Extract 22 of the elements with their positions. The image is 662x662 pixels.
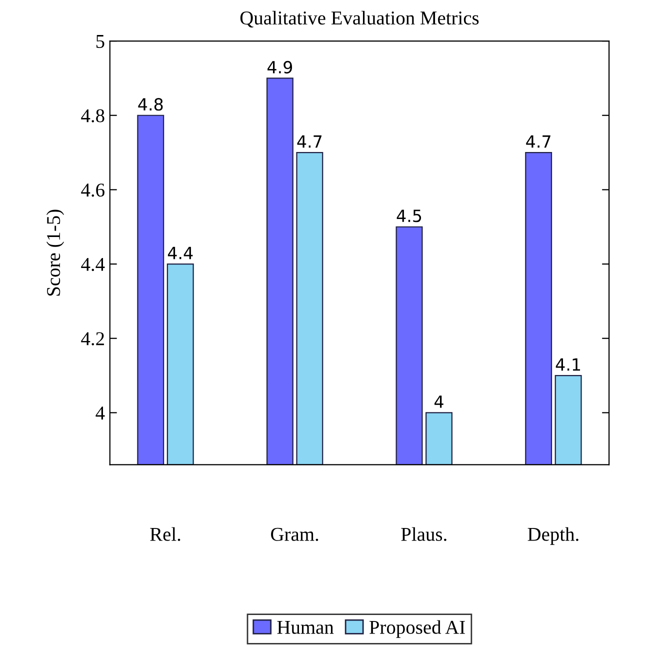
y-tick-label: 4 bbox=[96, 406, 105, 420]
data-label: 4 bbox=[434, 396, 444, 408]
data-label: 4.4 bbox=[168, 246, 193, 260]
y-tick-label: 5 bbox=[96, 35, 104, 48]
data-label: 4.9 bbox=[268, 60, 292, 74]
y-axis-title: Score (1-5) bbox=[46, 210, 64, 296]
legend-label: Human bbox=[277, 620, 334, 634]
data-label: 4.8 bbox=[138, 98, 163, 111]
data-label: 4.7 bbox=[526, 135, 550, 148]
chart-title: Qualitative Evaluation Metrics bbox=[240, 10, 479, 28]
y-tick-label: 4.8 bbox=[81, 109, 104, 122]
x-tick-label: Plaus. bbox=[401, 527, 446, 541]
data-label: 4.1 bbox=[556, 358, 580, 371]
data-label: 4.7 bbox=[297, 135, 322, 148]
legend-label: Proposed AI bbox=[369, 620, 465, 638]
y-tick-label: 4.6 bbox=[81, 184, 104, 197]
x-tick-label: Depth. bbox=[528, 527, 578, 545]
x-tick-label: Rel. bbox=[150, 527, 180, 541]
data-label: 4.5 bbox=[396, 210, 422, 222]
x-tick-label: Gram. bbox=[271, 528, 318, 541]
y-tick-label: 4.2 bbox=[81, 332, 104, 346]
y-tick-label: 4.4 bbox=[81, 258, 105, 272]
